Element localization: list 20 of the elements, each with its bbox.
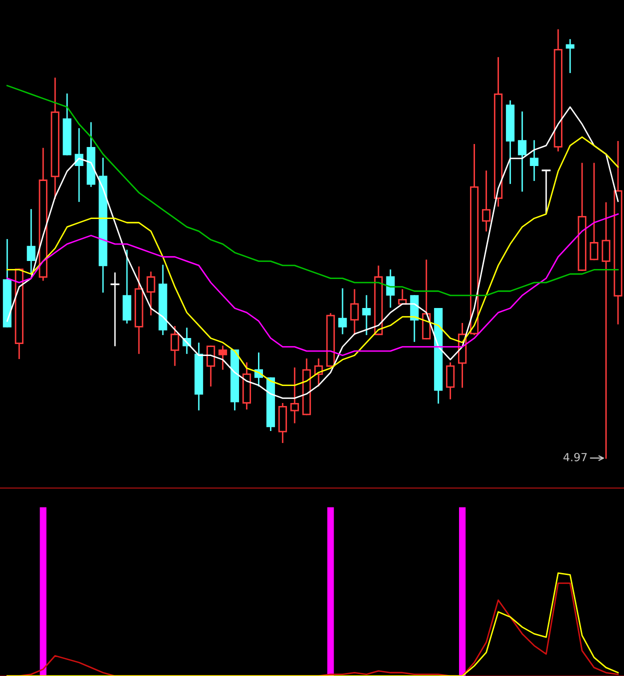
candlestick xyxy=(290,368,299,424)
candlestick xyxy=(518,111,526,192)
candlestick xyxy=(362,295,371,336)
candlestick xyxy=(170,326,180,366)
candlestick xyxy=(386,269,395,308)
candlestick xyxy=(350,289,359,336)
annotation: 4.97 xyxy=(563,452,587,462)
candlestick xyxy=(26,209,36,275)
candlestick xyxy=(542,170,551,214)
candlestick xyxy=(566,39,574,74)
candlestick xyxy=(218,346,228,370)
candlestick xyxy=(338,288,347,334)
candlestick xyxy=(122,250,132,324)
candlestick xyxy=(590,162,598,260)
candlestick xyxy=(530,140,538,181)
candlestick xyxy=(482,170,491,232)
candlestick xyxy=(146,272,156,316)
candlestick xyxy=(206,346,216,386)
candlestick xyxy=(110,272,120,346)
candlestick xyxy=(446,362,455,400)
